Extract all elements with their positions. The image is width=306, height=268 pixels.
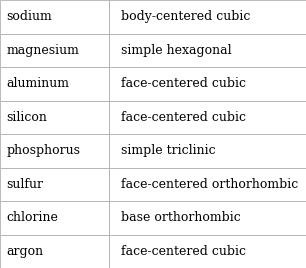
- Text: body-centered cubic: body-centered cubic: [121, 10, 250, 23]
- Bar: [109, 67, 306, 100]
- Text: sulfur: sulfur: [6, 178, 43, 191]
- Bar: [109, 201, 306, 234]
- Text: aluminum: aluminum: [6, 77, 69, 90]
- Text: face-centered cubic: face-centered cubic: [121, 111, 246, 124]
- Text: face-centered cubic: face-centered cubic: [121, 77, 246, 90]
- Bar: [109, 34, 306, 67]
- Bar: [109, 168, 306, 201]
- Text: chlorine: chlorine: [6, 211, 58, 224]
- Text: argon: argon: [6, 245, 43, 258]
- Bar: [0, 100, 109, 134]
- Text: base orthorhombic: base orthorhombic: [121, 211, 241, 224]
- Text: silicon: silicon: [6, 111, 47, 124]
- Text: magnesium: magnesium: [6, 44, 79, 57]
- Text: simple triclinic: simple triclinic: [121, 144, 215, 157]
- Bar: [0, 0, 109, 34]
- Bar: [0, 234, 109, 268]
- Bar: [109, 134, 306, 168]
- Text: phosphorus: phosphorus: [6, 144, 80, 157]
- Text: face-centered orthorhombic: face-centered orthorhombic: [121, 178, 298, 191]
- Bar: [0, 201, 109, 234]
- Bar: [0, 134, 109, 168]
- Bar: [0, 168, 109, 201]
- Bar: [109, 0, 306, 34]
- Text: sodium: sodium: [6, 10, 52, 23]
- Bar: [0, 67, 109, 100]
- Text: face-centered cubic: face-centered cubic: [121, 245, 246, 258]
- Bar: [109, 100, 306, 134]
- Bar: [109, 234, 306, 268]
- Text: simple hexagonal: simple hexagonal: [121, 44, 232, 57]
- Bar: [0, 34, 109, 67]
